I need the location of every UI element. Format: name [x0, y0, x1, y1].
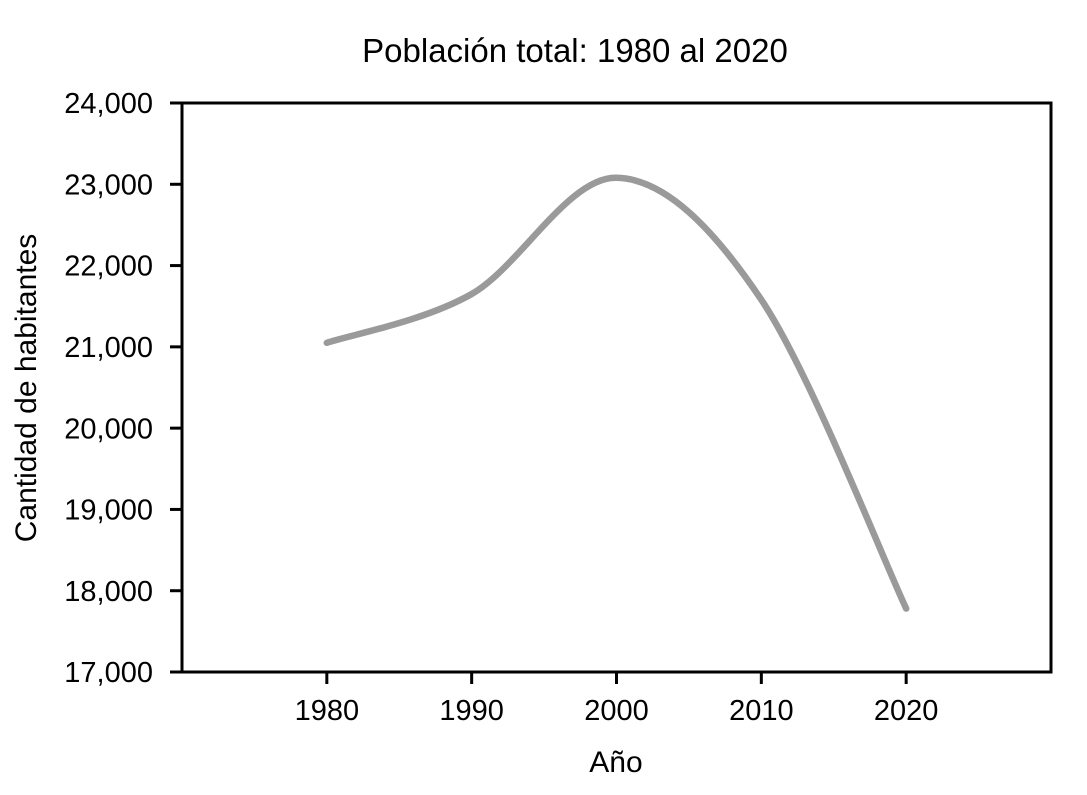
y-tick-label: 18,000: [64, 576, 153, 608]
y-tick-label: 21,000: [64, 332, 153, 364]
x-tick-label: 1990: [439, 695, 504, 727]
y-tick-label: 23,000: [64, 169, 153, 201]
x-axis-label: Año: [589, 746, 642, 779]
x-tick-label: 2000: [584, 695, 649, 727]
y-tick-label: 19,000: [64, 495, 153, 527]
chart-title: Población total: 1980 al 2020: [362, 32, 788, 69]
y-tick-label: 22,000: [64, 251, 153, 283]
y-tick-label: 17,000: [64, 657, 153, 689]
plot-area-border: [180, 101, 1053, 674]
x-tick-label: 2010: [729, 695, 794, 727]
x-axis-ticks: 1980 1990 2000 2010 2020: [295, 672, 939, 727]
y-tick-label: 24,000: [64, 88, 153, 120]
y-axis-ticks: 17,000 18,000 19,000 20,000 21,000 22,000 23,0…: [64, 88, 182, 689]
x-tick-label: 1980: [295, 695, 360, 727]
population-curve: [323, 174, 910, 612]
y-axis-label: Cantidad de habitantes: [10, 234, 43, 543]
x-tick-label: 2020: [874, 695, 939, 727]
y-tick-label: 20,000: [64, 413, 153, 445]
